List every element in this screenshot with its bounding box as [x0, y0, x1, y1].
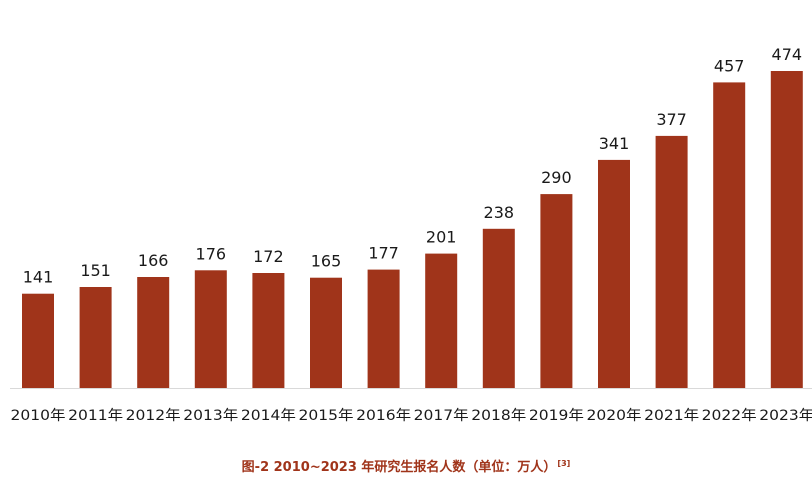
category-label: 2016年	[356, 408, 411, 424]
category-label: 2019年	[529, 408, 584, 424]
figure-caption: 图-2 2010~2023 年研究生报名人数（单位：万人）[3]	[0, 456, 812, 475]
caption-reference: [3]	[557, 459, 571, 468]
category-label: 2023年	[759, 408, 812, 424]
category-label: 2022年	[702, 408, 757, 424]
value-label-group: 141 151 166 176 172 165 177 201 238 290 341 377 457 4…	[23, 45, 802, 287]
bar-group	[22, 71, 803, 389]
value-label: 141	[23, 268, 54, 287]
value-label: 176	[196, 244, 227, 263]
category-label: 2017年	[414, 408, 469, 424]
bar-2023年	[770, 71, 803, 388]
value-label: 177	[368, 244, 399, 263]
value-label: 201	[426, 228, 457, 247]
bar-2019年	[540, 194, 573, 388]
bar-2013年	[194, 270, 227, 388]
bar-chart: 141 151 166 176 172 165 177 201 238 290 341 377 457 4…	[10, 45, 812, 424]
value-label: 290	[541, 168, 572, 187]
bar-2012年	[137, 277, 170, 388]
bar-2015年	[310, 277, 342, 388]
bar-2011年	[79, 287, 112, 388]
bar-2021年	[655, 135, 688, 388]
value-label: 341	[599, 134, 630, 153]
value-label: 165	[311, 252, 342, 271]
category-label-group: 2010年 2011年 2012年 2013年 2014年 2015年 2016年 2017年…	[11, 408, 812, 424]
bar-2022年	[713, 82, 746, 389]
category-label: 2021年	[644, 408, 699, 424]
category-label: 2010年	[11, 408, 66, 424]
category-label: 2012年	[126, 408, 181, 424]
bar-2020年	[598, 159, 630, 388]
value-label: 238	[484, 203, 515, 222]
value-label: 172	[253, 247, 284, 266]
value-label: 151	[80, 261, 111, 280]
bar-2017年	[425, 253, 458, 388]
value-label: 377	[656, 110, 687, 129]
caption-text: 图-2 2010~2023 年研究生报名人数（单位：万人）	[241, 460, 557, 475]
category-label: 2014年	[241, 408, 296, 424]
category-label: 2018年	[471, 408, 526, 424]
category-label: 2020年	[587, 408, 642, 424]
value-label: 474	[772, 45, 803, 64]
category-label: 2015年	[299, 408, 354, 424]
value-label: 457	[714, 56, 745, 75]
bar-2014年	[252, 273, 285, 388]
category-label: 2011年	[68, 408, 123, 424]
category-label: 2013年	[183, 408, 238, 424]
value-label: 166	[138, 251, 169, 270]
bar-2016年	[367, 269, 400, 388]
bar-2018年	[482, 228, 515, 388]
bar-2010年	[22, 293, 54, 388]
